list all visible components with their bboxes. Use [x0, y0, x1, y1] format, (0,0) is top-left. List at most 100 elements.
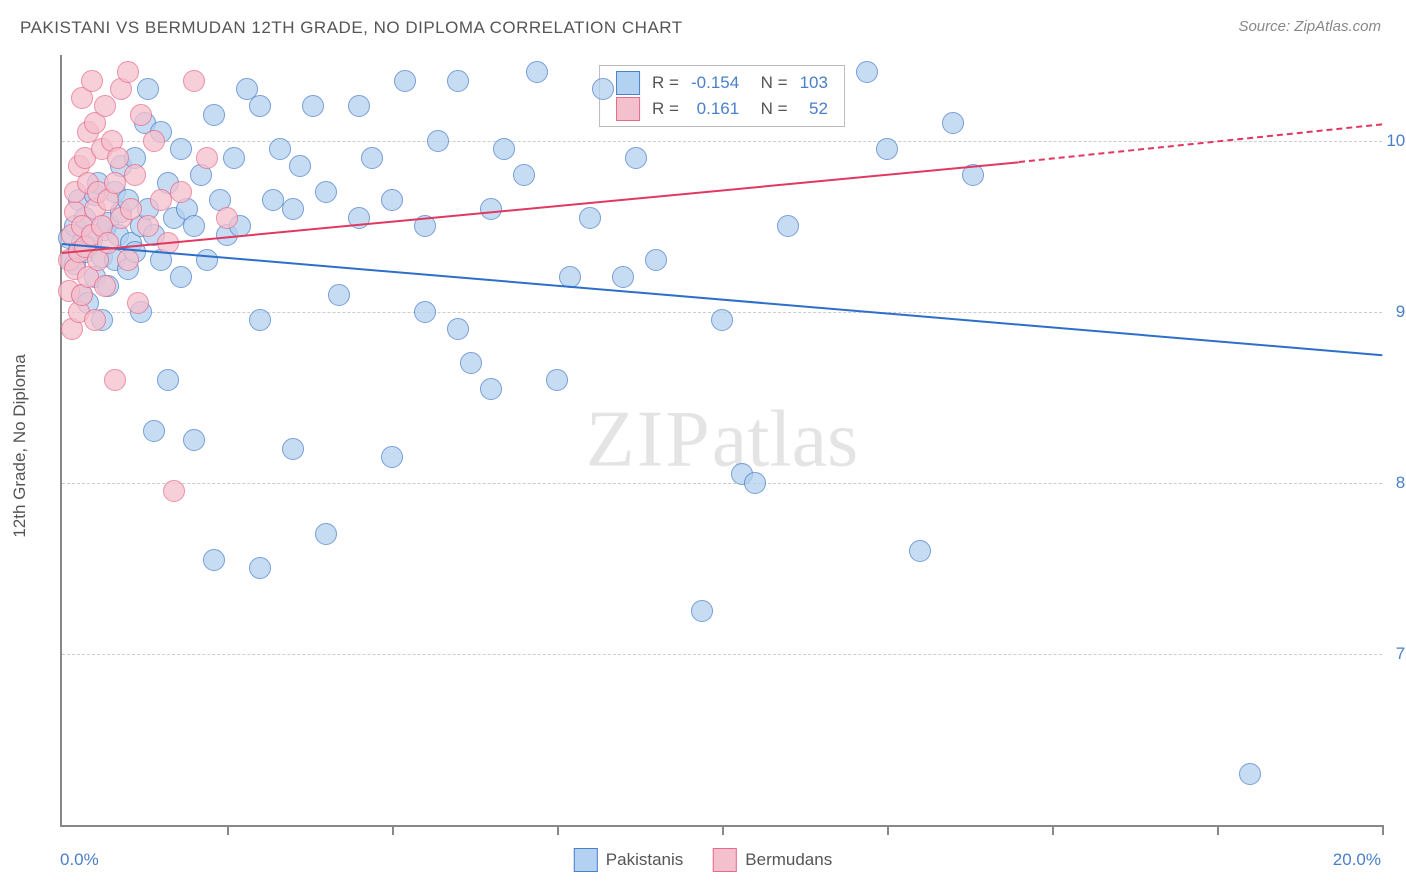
x-tick	[557, 825, 559, 835]
y-tick-label: 100.0%	[1386, 131, 1406, 151]
stat-r-bermudan: 0.161	[685, 96, 745, 122]
data-point	[546, 369, 568, 391]
data-point	[493, 138, 515, 160]
stat-label-n: N =	[745, 96, 793, 122]
data-point	[203, 104, 225, 126]
data-point	[744, 472, 766, 494]
data-point	[1239, 763, 1261, 785]
data-point	[249, 95, 271, 117]
data-point	[170, 266, 192, 288]
y-tick-label: 90.0%	[1396, 302, 1406, 322]
data-point	[480, 378, 502, 400]
data-point	[137, 215, 159, 237]
stat-n-pakistani: 103	[794, 70, 834, 96]
data-point	[183, 70, 205, 92]
x-tick	[392, 825, 394, 835]
stat-n-bermudan: 52	[794, 96, 834, 122]
data-point	[856, 61, 878, 83]
data-point	[282, 438, 304, 460]
data-point	[97, 232, 119, 254]
data-point	[447, 318, 469, 340]
x-axis-max-label: 20.0%	[1333, 850, 1381, 870]
data-point	[124, 164, 146, 186]
data-point	[315, 523, 337, 545]
y-tick-label: 70.0%	[1396, 644, 1406, 664]
data-point	[328, 284, 350, 306]
watermark: ZIPatlas	[586, 395, 859, 486]
legend-item-pakistani: Pakistanis	[574, 848, 683, 872]
data-point	[315, 181, 337, 203]
data-point	[625, 147, 647, 169]
data-point	[348, 95, 370, 117]
data-point	[876, 138, 898, 160]
data-point	[249, 309, 271, 331]
x-tick	[1217, 825, 1219, 835]
data-point	[777, 215, 799, 237]
data-point	[117, 249, 139, 271]
data-point	[282, 198, 304, 220]
gridline-h	[62, 483, 1382, 484]
data-point	[104, 172, 126, 194]
data-point	[691, 600, 713, 622]
x-tick	[227, 825, 229, 835]
data-point	[170, 181, 192, 203]
data-point	[394, 70, 416, 92]
data-point	[81, 70, 103, 92]
legend-row-bermudan: R = 0.161 N = 52	[610, 96, 834, 122]
chart-title: PAKISTANI VS BERMUDAN 12TH GRADE, NO DIP…	[20, 18, 683, 38]
data-point	[150, 189, 172, 211]
data-point	[196, 147, 218, 169]
data-point	[104, 369, 126, 391]
data-point	[302, 95, 324, 117]
stat-label-r: R =	[646, 70, 685, 96]
x-tick	[722, 825, 724, 835]
stat-label-r: R =	[646, 96, 685, 122]
data-point	[163, 480, 185, 502]
data-point	[513, 164, 535, 186]
data-point	[107, 147, 129, 169]
data-point	[460, 352, 482, 374]
data-point	[94, 275, 116, 297]
swatch-bermudan	[616, 97, 640, 121]
watermark-zip: ZIP	[586, 396, 712, 484]
legend-label: Pakistanis	[606, 850, 683, 870]
data-point	[157, 369, 179, 391]
data-point	[196, 249, 218, 271]
source-label: Source: ZipAtlas.com	[1238, 18, 1381, 35]
legend-label: Bermudans	[745, 850, 832, 870]
data-point	[612, 266, 634, 288]
gridline-h	[62, 654, 1382, 655]
trend-line	[62, 243, 1382, 356]
x-tick	[1382, 825, 1384, 835]
data-point	[249, 557, 271, 579]
stat-r-pakistani: -0.154	[685, 70, 745, 96]
data-point	[645, 249, 667, 271]
data-point	[381, 189, 403, 211]
data-point	[427, 130, 449, 152]
data-point	[447, 70, 469, 92]
data-point	[289, 155, 311, 177]
data-point	[143, 130, 165, 152]
data-point	[361, 147, 383, 169]
data-point	[183, 429, 205, 451]
trend-line	[1019, 123, 1382, 163]
data-point	[579, 207, 601, 229]
data-point	[269, 138, 291, 160]
swatch-pakistani	[616, 71, 640, 95]
swatch-icon	[574, 848, 598, 872]
data-point	[381, 446, 403, 468]
plot-area: ZIPatlas R = -0.154 N = 103 R = 0.161 N …	[60, 55, 1382, 827]
legend-item-bermudan: Bermudans	[713, 848, 832, 872]
data-point	[183, 215, 205, 237]
data-point	[143, 420, 165, 442]
data-point	[120, 198, 142, 220]
legend-stats: R = -0.154 N = 103 R = 0.161 N = 52	[599, 65, 845, 127]
data-point	[84, 309, 106, 331]
data-point	[942, 112, 964, 134]
stat-label-n: N =	[745, 70, 793, 96]
legend-row-pakistani: R = -0.154 N = 103	[610, 70, 834, 96]
data-point	[216, 207, 238, 229]
data-point	[137, 78, 159, 100]
data-point	[711, 309, 733, 331]
y-axis-title: 12th Grade, No Diploma	[10, 354, 30, 537]
